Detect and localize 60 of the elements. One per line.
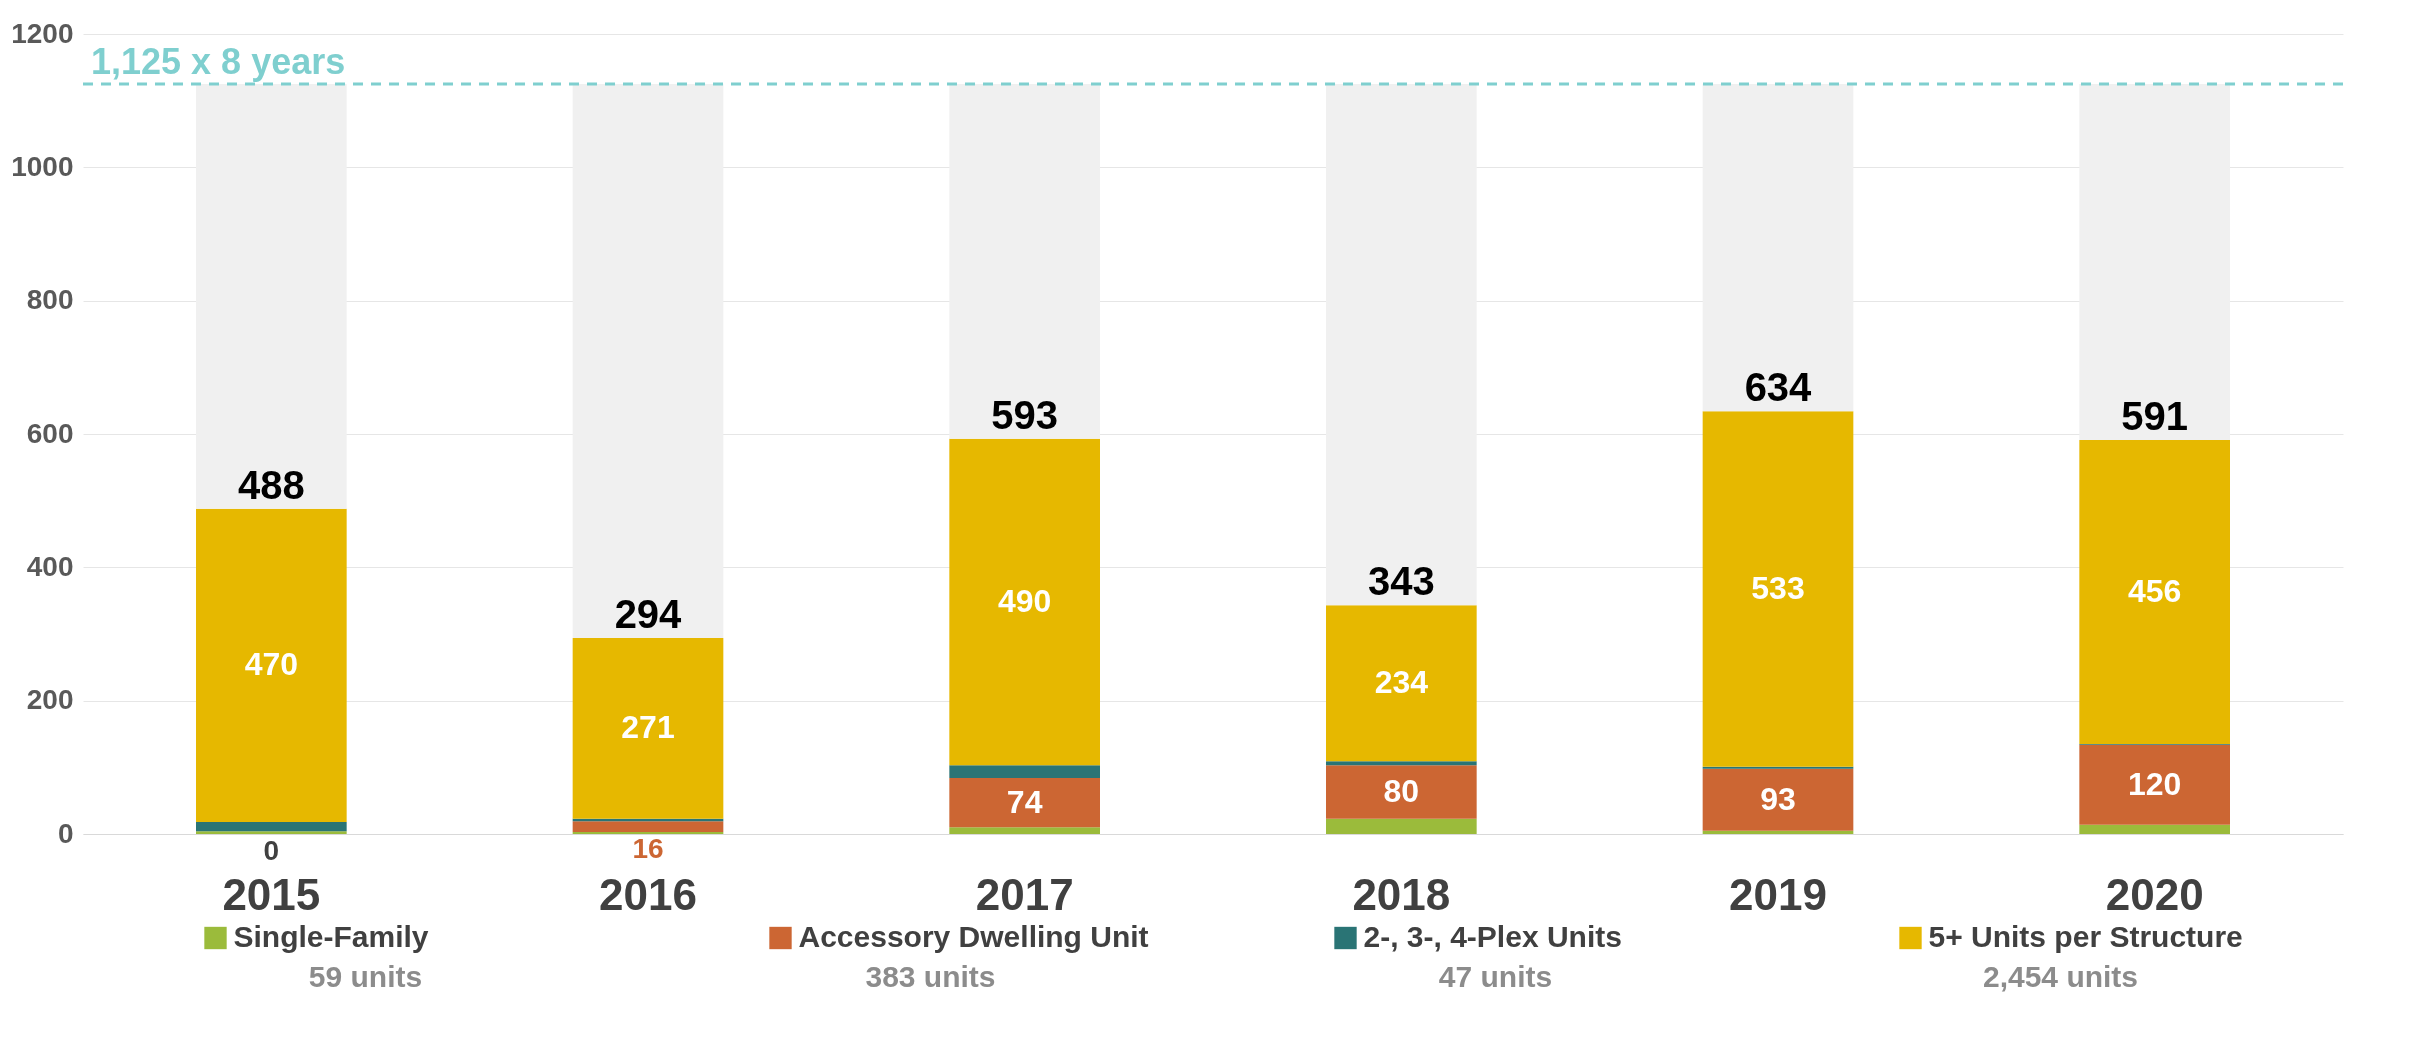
bar	[1326, 605, 1477, 762]
x-tick-label: 2017	[975, 869, 1074, 919]
ref-line-label: 1,125 x 8 years	[91, 41, 346, 82]
y-tick-label: 1000	[11, 150, 74, 182]
data-label: 470	[244, 646, 299, 683]
data-label: 16	[632, 833, 664, 864]
x-tick-label: 2019	[1729, 869, 1827, 919]
y-tick-label: 0	[57, 817, 74, 849]
bar	[949, 778, 1100, 828]
bar	[1702, 830, 1854, 834]
bar	[1326, 818, 1477, 834]
text: 383 units	[865, 960, 996, 993]
legend-label: Single-Family	[233, 920, 429, 953]
bar	[1702, 766, 1854, 769]
y-tick-label: 600	[26, 417, 74, 449]
data-label: 93	[1760, 780, 1796, 817]
data-label: 80	[1383, 773, 1420, 809]
annotation: 634	[1744, 365, 1813, 410]
x-tick-label: 2020	[2105, 869, 2204, 919]
annotation: 591	[2121, 394, 2189, 438]
data-label: 74	[1006, 783, 1043, 820]
bar	[2079, 440, 2230, 744]
annotation: 488	[237, 462, 305, 507]
bar	[196, 508, 347, 822]
x-tick-label: 2018	[1352, 869, 1451, 919]
bar	[1702, 768, 1854, 831]
data-label: 533	[1751, 570, 1805, 606]
text: 59 units	[308, 960, 423, 993]
x-tick-label: 2015	[222, 869, 321, 919]
text: 2,454 units	[1982, 960, 2139, 993]
annotation: 0	[263, 835, 280, 866]
bar	[196, 831, 347, 834]
text: 47 units	[1438, 960, 1553, 993]
bar	[1326, 761, 1477, 766]
data-label: 120	[2127, 765, 2182, 802]
legend-label: 2-, 3-, 4-Plex Units	[1363, 920, 1622, 953]
bar	[949, 827, 1100, 834]
y-tick-label: 400	[26, 550, 74, 582]
bar	[2079, 824, 2230, 834]
y-tick-label: 200	[26, 684, 74, 716]
data-label: 456	[2127, 573, 2182, 609]
bar	[949, 765, 1100, 778]
legend-label: Accessory Dwelling Unit	[798, 920, 1149, 953]
bar	[1326, 765, 1477, 819]
legend-label: 5+ Units per Structure	[1928, 920, 2243, 953]
bar	[2079, 744, 2230, 825]
y-tick-label: 1200	[11, 17, 74, 49]
bar	[572, 821, 724, 832]
bar	[1702, 411, 1854, 767]
bar	[949, 438, 1100, 766]
data-label: 271	[621, 709, 675, 746]
y-tick-label: 800	[26, 284, 74, 316]
annotation: 294	[614, 592, 683, 636]
bar	[196, 822, 347, 832]
bar	[572, 638, 724, 819]
annotation: 343	[1367, 559, 1435, 604]
data-label: 234	[1374, 664, 1429, 701]
x-tick-label: 2016	[599, 869, 697, 919]
data-label: 490	[997, 583, 1052, 619]
annotation: 593	[991, 392, 1059, 437]
